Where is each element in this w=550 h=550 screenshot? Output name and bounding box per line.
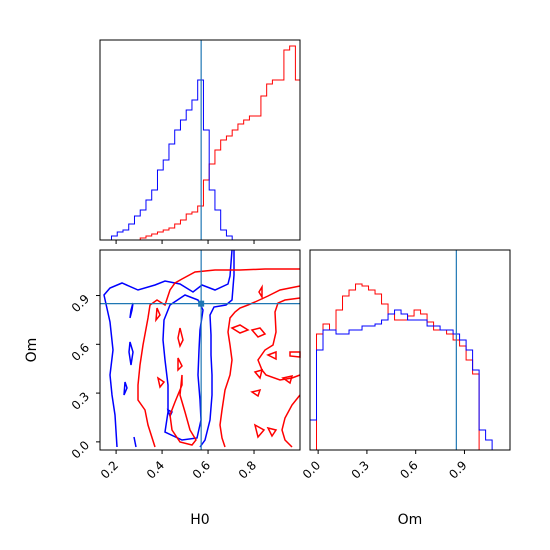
red-contour-center (169, 374, 197, 446)
h0-marginal-frame (99, 39, 301, 241)
red-contour-island-a (258, 284, 263, 300)
h0-marginal-xticks (115, 240, 255, 244)
h0-histograms (100, 45, 301, 241)
x-tick-label: 0.2 (98, 458, 121, 481)
red-contour-inner (257, 297, 301, 448)
red-contour-island-e (253, 368, 264, 380)
red-contour-island-c (250, 327, 267, 338)
x-tick-label: 0.0 (300, 458, 323, 481)
red-contour-island-i (266, 426, 278, 438)
blue-contour-outer (103, 249, 235, 448)
contour-lines (103, 249, 301, 448)
blue-contour-left-b (128, 341, 134, 366)
x-tick-label: 0.9 (446, 458, 469, 481)
x-tick-label: 0.6 (397, 458, 420, 481)
red-histogram (310, 283, 510, 451)
om-histograms (309, 283, 510, 451)
om-marginal-frame (309, 249, 511, 451)
red-contour-left-b (177, 327, 184, 349)
contour-frame (99, 249, 301, 451)
x-axis-label-h0: H0 (190, 512, 209, 528)
om-marginal-xticks: 0.0 0.3 0.6 0.9 (300, 450, 470, 482)
blue-contour-mid (162, 294, 204, 441)
blue-histogram (309, 309, 510, 451)
red-contour-left-a (155, 307, 161, 323)
red-contour-island-b (230, 324, 250, 334)
truth-marker (198, 300, 205, 307)
contour-xticks: 0.2 0.4 0.6 0.8 (98, 450, 259, 482)
x-axis-label-om: Om (398, 512, 423, 528)
contour-yticks: 0.0 0.3 0.6 0.9 (69, 292, 100, 461)
red-contour-left-d (177, 357, 183, 372)
blue-contour-left-a (129, 302, 134, 319)
x-tick-label: 0.8 (236, 458, 259, 481)
y-tick-label: 0.3 (69, 389, 92, 412)
y-tick-label: 0.6 (69, 341, 92, 364)
h0-om-contour-panel: 0.2 0.4 0.6 0.8 0.0 0.3 0.6 0.9 H0 Om (24, 249, 301, 528)
red-histogram (100, 45, 301, 241)
x-tick-label: 0.4 (144, 458, 167, 481)
y-tick-label: 0.9 (69, 292, 92, 315)
x-tick-label: 0.6 (190, 458, 213, 481)
red-contour-island-f (250, 388, 262, 398)
red-contour-island-j (289, 351, 301, 358)
red-contour-island-g (281, 374, 294, 385)
blue-contour-dot-b (133, 436, 137, 448)
om-marginal-panel: 0.0 0.3 0.6 0.9 Om (300, 249, 511, 528)
y-tick-label: 0.0 (69, 438, 92, 461)
h0-marginal-panel (99, 39, 301, 244)
red-contour-left-c (156, 376, 166, 389)
red-contour-island-h (253, 423, 266, 439)
blue-contour-left-c (123, 381, 128, 396)
blue-histogram (100, 79, 300, 241)
red-contour-outer (137, 268, 301, 448)
y-axis-label-om: Om (24, 338, 40, 363)
red-contour-island-d (266, 350, 277, 361)
x-tick-label: 0.3 (349, 458, 372, 481)
